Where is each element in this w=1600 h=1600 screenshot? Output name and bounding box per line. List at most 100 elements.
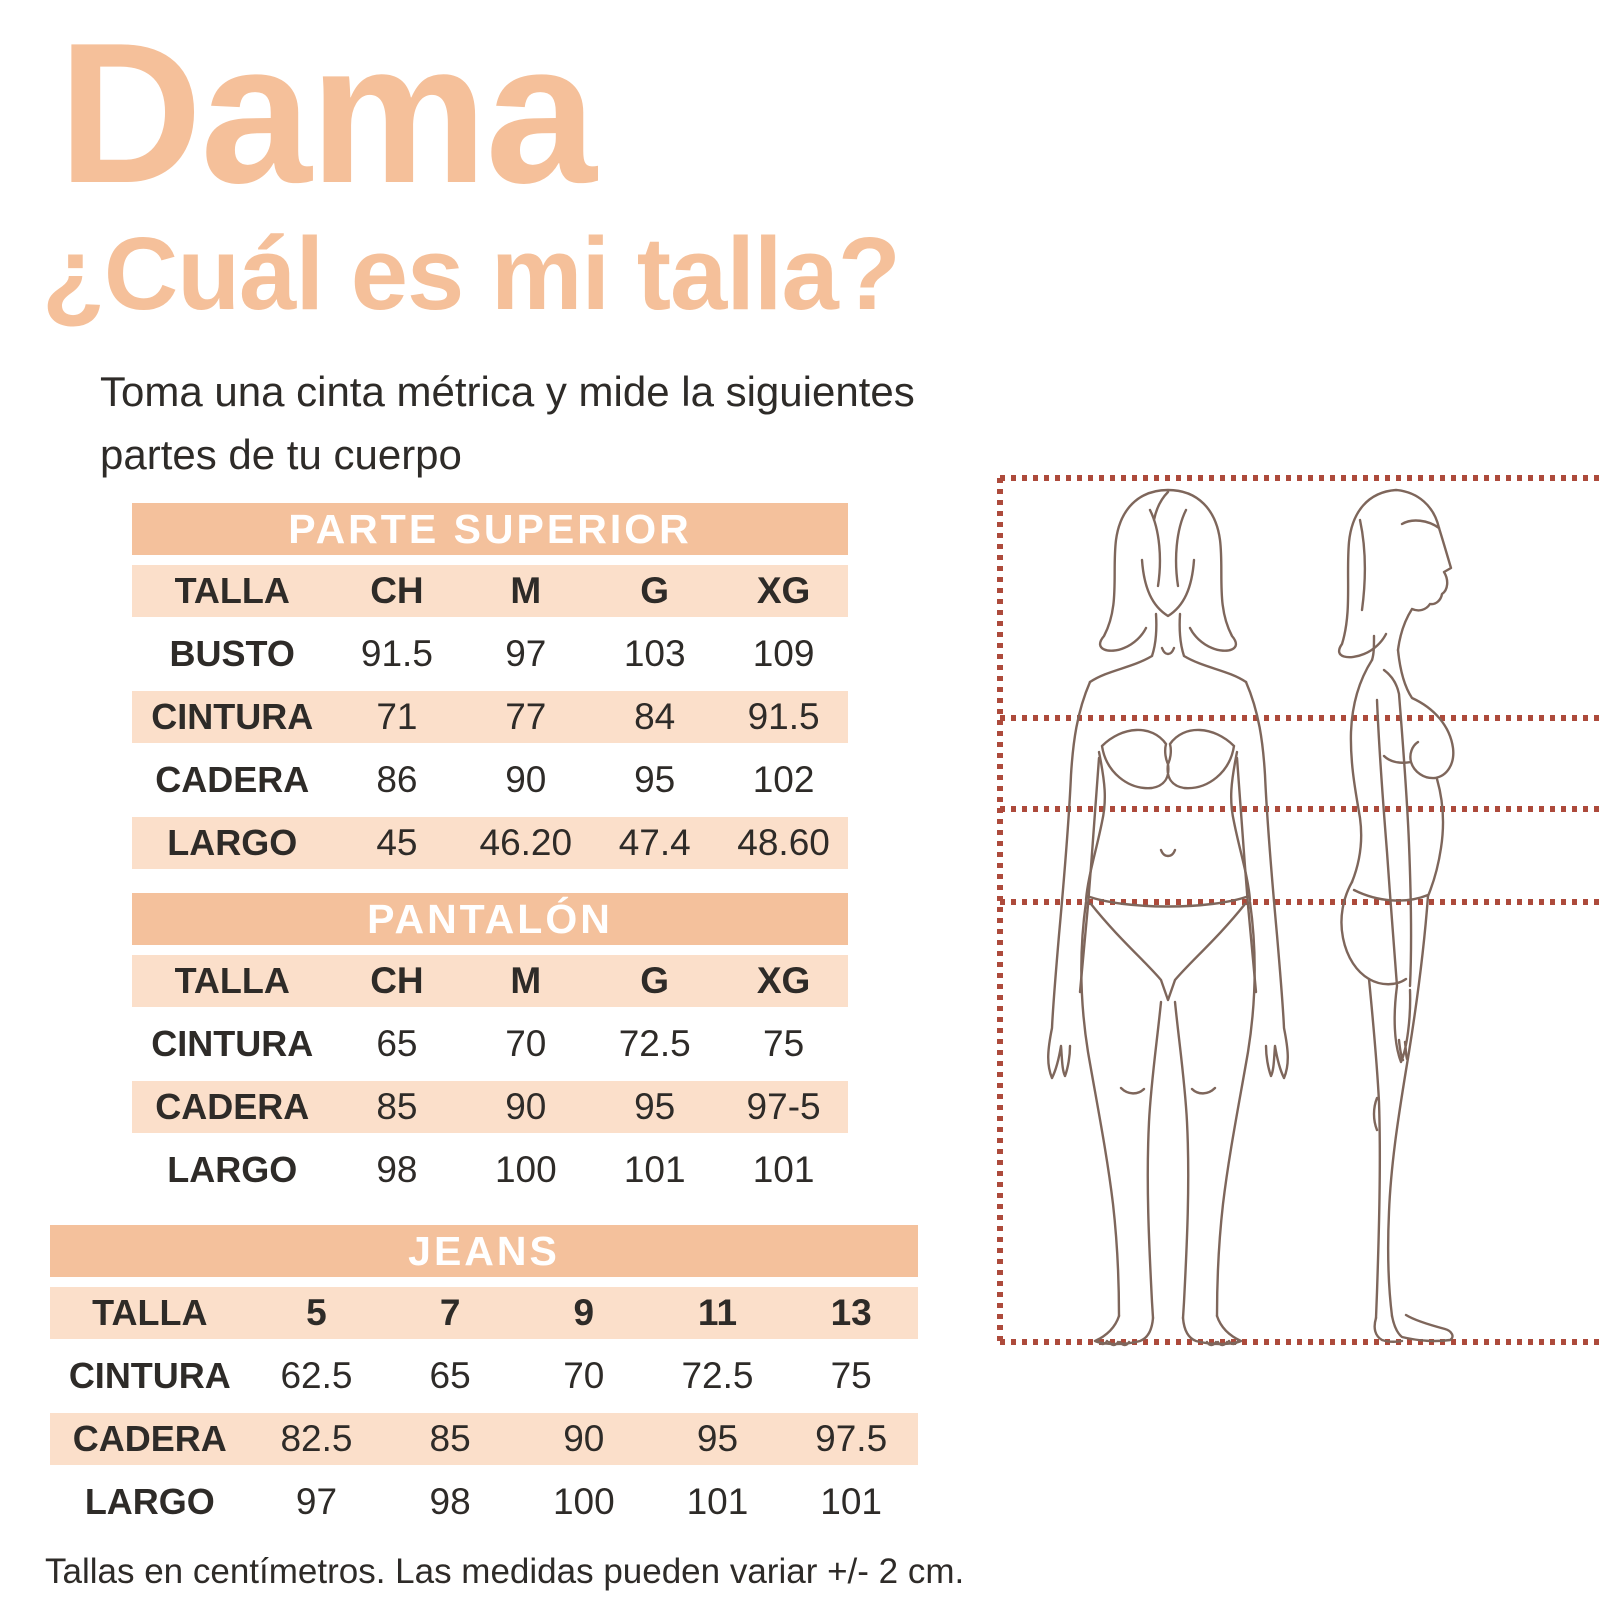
footnote: Tallas en centímetros. Las medidas puede…: [45, 1552, 965, 1591]
size-value: M: [510, 960, 542, 1001]
size-value: 109: [752, 633, 815, 674]
row-label: TALLA: [174, 570, 290, 611]
size-value: CH: [370, 570, 424, 611]
size-value: 70: [505, 1023, 547, 1064]
intro-line-1: Toma una cinta métrica y mide la siguien…: [100, 368, 915, 415]
side-hair: [1338, 488, 1441, 659]
front-neck-shoulders: [1088, 612, 1248, 684]
size-value: 11: [697, 1292, 738, 1333]
side-arm: [1375, 668, 1413, 1064]
size-value: 5: [306, 1292, 327, 1333]
size-row: CINTURA 62.5 65 70 72.5 75: [50, 1350, 918, 1402]
size-value: 101: [752, 1149, 815, 1190]
row-label: CADERA: [155, 759, 310, 800]
size-value: 75: [763, 1023, 805, 1064]
size-value: 101: [686, 1481, 749, 1522]
size-value: 97.5: [815, 1418, 888, 1459]
row-label: CINTURA: [151, 1023, 314, 1064]
size-value: 62.5: [280, 1355, 353, 1396]
size-value: 100: [552, 1481, 615, 1522]
row-label: CINTURA: [151, 696, 314, 737]
size-value: 13: [830, 1292, 872, 1333]
size-value: 72.5: [681, 1355, 754, 1396]
size-value: 75: [830, 1355, 872, 1396]
size-row: CADERA 86 90 95 102: [132, 754, 848, 806]
size-row: CADERA 82.5 85 90 95 97.5: [50, 1413, 918, 1465]
front-bikini: [1085, 894, 1251, 1002]
size-row: CINTURA 65 70 72.5 75: [132, 1018, 848, 1070]
size-value: 9: [573, 1292, 595, 1333]
size-value: 7: [439, 1292, 461, 1333]
side-hip-bikini: [1340, 880, 1430, 986]
size-value: 77: [505, 696, 547, 737]
table-header-parte-superior: PARTE SUPERIOR: [132, 503, 848, 555]
size-value: G: [640, 960, 670, 1001]
size-value: 90: [563, 1418, 605, 1459]
intro-text: Toma una cinta métrica y mide la siguien…: [100, 360, 915, 486]
front-feet: [1093, 1314, 1243, 1347]
size-value: 91.5: [747, 696, 820, 737]
row-label: LARGO: [84, 1481, 215, 1522]
side-figure: [1338, 488, 1455, 1343]
front-bra: [1100, 728, 1236, 790]
size-value: 97: [505, 633, 547, 674]
table-header-jeans: JEANS: [50, 1225, 918, 1277]
size-value: 48.60: [737, 822, 830, 863]
row-label: TALLA: [174, 960, 290, 1001]
table-header-pantalon: PANTALÓN: [132, 893, 848, 945]
size-value: 85: [429, 1418, 471, 1459]
size-value: 97-5: [746, 1086, 821, 1127]
page-subtitle: ¿Cuál es mi talla?: [42, 216, 901, 331]
size-value: 47.4: [618, 822, 691, 863]
front-face: [1140, 558, 1196, 618]
front-figure: [1047, 488, 1289, 1347]
size-value: 46.20: [479, 822, 573, 863]
size-value: XG: [756, 570, 811, 611]
size-value: 95: [634, 1086, 676, 1127]
size-value: 98: [429, 1481, 471, 1522]
table-jeans: JEANS TALLA 5 7 9 11 13 CINTURA 62.5 65 70 72.5 75 C…: [50, 1225, 918, 1539]
size-header-row: TALLA CH M G XG: [132, 565, 848, 617]
size-value: 91.5: [360, 633, 433, 674]
size-value: 71: [376, 696, 418, 737]
row-label: CINTURA: [68, 1355, 231, 1396]
page-title: Dama: [58, 2, 597, 225]
row-label: BUSTO: [169, 633, 295, 674]
row-label: CADERA: [155, 1086, 310, 1127]
size-value: 72.5: [618, 1023, 691, 1064]
size-row: CADERA 85 90 95 97-5: [132, 1081, 848, 1133]
size-value: 65: [376, 1023, 418, 1064]
row-label: LARGO: [167, 822, 298, 863]
size-value: CH: [370, 960, 424, 1001]
side-face-profile: [1370, 526, 1453, 662]
body-measurement-diagram: [997, 475, 1600, 1347]
row-label: TALLA: [92, 1292, 208, 1333]
size-value: 85: [376, 1086, 418, 1127]
table-rows-parte-superior: TALLA CH M G XG BUSTO 91.5 97 103 109 CINTURA 71 77 8…: [132, 565, 848, 869]
size-value: 101: [820, 1481, 883, 1522]
front-legs: [1080, 900, 1256, 1320]
size-value: 98: [376, 1149, 418, 1190]
front-hair: [1098, 488, 1238, 652]
size-value: 90: [505, 759, 547, 800]
size-value: 45: [376, 822, 418, 863]
size-value: 84: [634, 696, 676, 737]
size-value: 86: [376, 759, 418, 800]
size-value: G: [640, 570, 670, 611]
size-row: CINTURA 71 77 84 91.5: [132, 691, 848, 743]
size-value: M: [510, 570, 542, 611]
size-value: 95: [634, 759, 676, 800]
size-value: 65: [429, 1355, 471, 1396]
size-row: BUSTO 91.5 97 103 109: [132, 628, 848, 680]
front-torso: [1084, 750, 1252, 902]
size-header-row: TALLA CH M G XG: [132, 955, 848, 1007]
table-rows-pantalon: TALLA CH M G XG CINTURA 65 70 72.5 75 CADERA 85 90 95…: [132, 955, 848, 1196]
front-right-arm: [1235, 680, 1289, 1080]
size-row: LARGO 98 100 101 101: [132, 1144, 848, 1196]
size-value: 100: [494, 1149, 557, 1190]
size-value: 82.5: [280, 1418, 353, 1459]
size-value: XG: [756, 960, 811, 1001]
table-pantalon: PANTALÓN TALLA CH M G XG CINTURA 65 70 72.5 75 CAD…: [132, 893, 848, 1207]
table-parte-superior: PARTE SUPERIOR TALLA CH M G XG BUSTO 91.5 97 103…: [132, 503, 848, 880]
size-value: 97: [295, 1481, 338, 1522]
